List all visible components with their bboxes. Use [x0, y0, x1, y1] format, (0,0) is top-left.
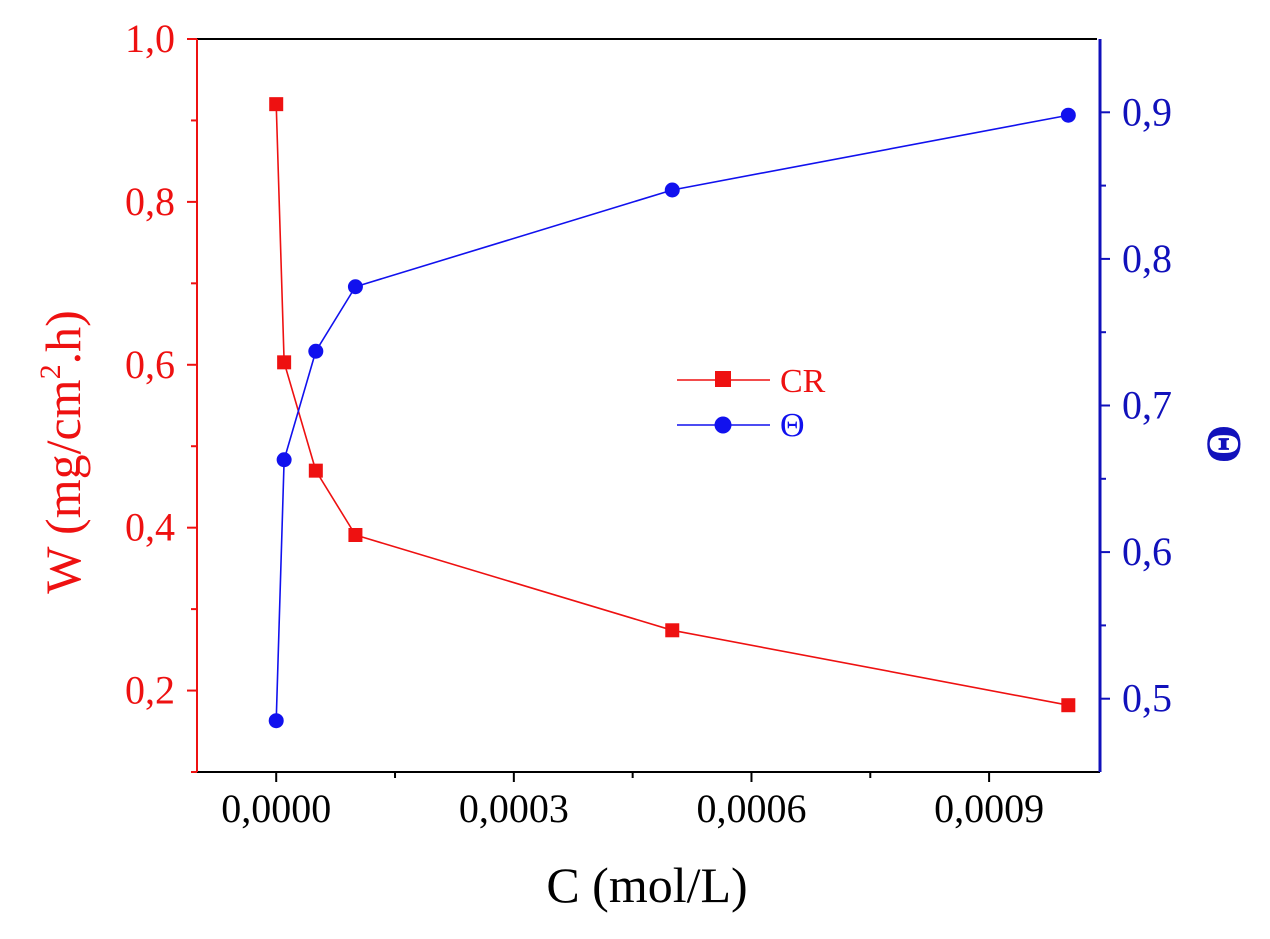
- data-point-circle: [1060, 107, 1076, 123]
- series-line-1: [275, 114, 1069, 721]
- legend-marker-cr: [715, 371, 731, 387]
- axis-ticks: [187, 38, 1110, 782]
- data-point-square: [1061, 698, 1076, 713]
- y-right-tick-label: 0,8: [1122, 236, 1172, 281]
- x-tick-label: 0,0009: [934, 786, 1044, 831]
- y-left-tick-label: 0,4: [125, 505, 175, 550]
- y-left-tick-label: 0,2: [125, 668, 175, 713]
- y-left-tick-label: 1,0: [125, 16, 175, 61]
- left-axis-title-sup: 2: [34, 364, 67, 379]
- left-axis-title-end: .h): [35, 310, 91, 364]
- data-point-square: [348, 527, 363, 542]
- x-tick-label: 0,0003: [459, 786, 569, 831]
- data-point-circle: [347, 279, 363, 295]
- left-axis-title: W (mg/cm2.h): [34, 310, 91, 593]
- legend-marker-theta: [714, 416, 732, 434]
- data-point-circle: [664, 182, 680, 198]
- data-point-circle: [268, 713, 284, 729]
- x-tick-label: 0,0000: [221, 786, 331, 831]
- left-axis-title-main: W (mg/cm: [35, 379, 91, 593]
- y-left-tick-label: 0,8: [125, 179, 175, 224]
- series-layer: [268, 97, 1076, 729]
- legend-label-theta: Θ: [780, 407, 805, 444]
- y-right-tick-label: 0,6: [1122, 529, 1172, 574]
- axis-tick-labels: 0,0000 0,0003 0,0006 0,0009 0,2 0,4 0,6 0,8 1,0 0…: [125, 16, 1172, 831]
- y-right-tick-label: 0,9: [1122, 89, 1172, 134]
- legend-label-cr: CR: [780, 363, 826, 400]
- data-point-square: [665, 623, 680, 638]
- legend: CR Θ: [677, 363, 826, 444]
- y-right-tick-label: 0,5: [1122, 676, 1172, 721]
- data-point-square: [269, 97, 284, 112]
- data-point-circle: [308, 343, 324, 359]
- x-tick-label: 0,0006: [696, 786, 806, 831]
- x-axis-title: C (mol/L): [546, 857, 747, 913]
- data-point-square: [277, 355, 292, 370]
- y-left-tick-label: 0,6: [125, 342, 175, 387]
- data-point-square: [308, 463, 323, 478]
- y-right-tick-label: 0,7: [1122, 383, 1172, 428]
- right-axis-title: Θ: [1195, 425, 1251, 464]
- series-line-0: [275, 104, 1069, 707]
- data-point-circle: [276, 452, 292, 468]
